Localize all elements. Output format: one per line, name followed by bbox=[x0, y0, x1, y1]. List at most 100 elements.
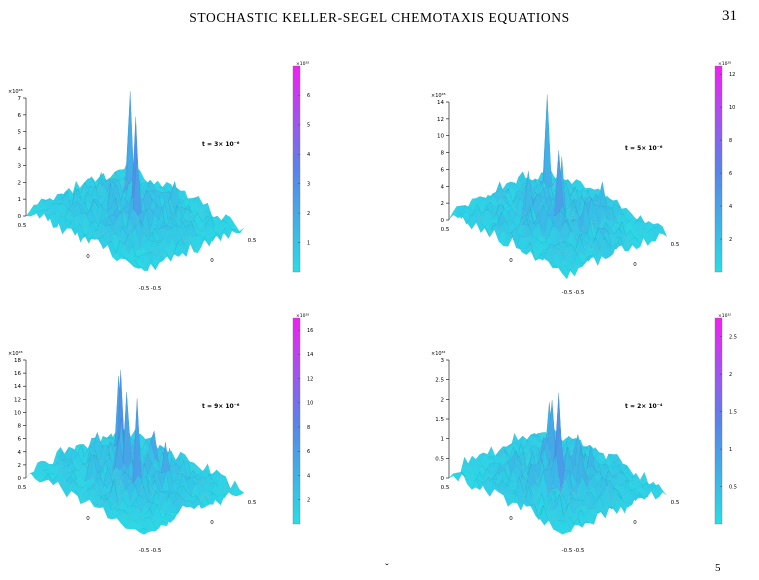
x-tick-label: 0 bbox=[86, 254, 90, 260]
z-tick-label: 2 bbox=[441, 397, 445, 403]
z-axis: 0 1 2 3 4 5 6 7×10²⁸ bbox=[8, 89, 27, 220]
time-annotation: t = 3× 10⁻⁶ bbox=[202, 141, 240, 148]
x-tick-label: -0.5 bbox=[562, 290, 573, 296]
colorbar-multiplier: ×10²⁸ bbox=[718, 61, 731, 67]
colorbar-tick-label: 2 bbox=[307, 211, 310, 217]
z-tick-label: 14 bbox=[437, 100, 444, 106]
x-tick-label: -0.5 bbox=[139, 286, 150, 292]
surface-facet bbox=[570, 523, 579, 531]
surface-facet bbox=[200, 235, 210, 247]
colorbar-tick-label: 0.5 bbox=[729, 484, 737, 490]
surface-facet bbox=[154, 520, 164, 528]
colorbar-tick-label: 1.5 bbox=[729, 409, 737, 415]
base-axes: 0.5 0 -0.5 -0.5 0 0.5 bbox=[18, 223, 257, 292]
colorbar-tick-label: 10 bbox=[729, 105, 735, 111]
colorbar-tick-label: 8 bbox=[307, 425, 310, 431]
y-tick-label: 0.5 bbox=[248, 238, 257, 244]
z-tick-label: 1 bbox=[441, 437, 445, 443]
z-tick-label: 8 bbox=[18, 424, 22, 430]
surface-facet bbox=[658, 226, 668, 237]
footer-fragment-left: ˇ bbox=[385, 562, 389, 574]
base-axes: 0.5 0 -0.5 -0.5 0 0.5 bbox=[18, 485, 257, 554]
z-tick-label: 6 bbox=[18, 113, 22, 119]
surface-facet bbox=[235, 486, 245, 496]
colorbar-multiplier: ×10²⁸ bbox=[296, 313, 309, 319]
surface-facet bbox=[562, 530, 572, 535]
y-tick-label: -0.5 bbox=[151, 286, 162, 292]
surface-mesh bbox=[25, 369, 245, 535]
colorbar-tick-label: 2.5 bbox=[729, 335, 737, 341]
x-tick-label: 0.5 bbox=[18, 223, 27, 229]
surface-mesh bbox=[448, 392, 668, 535]
surface-facet bbox=[577, 261, 587, 267]
z-tick-label: 0 bbox=[441, 476, 445, 482]
running-title: STOCHASTIC KELLER-SEGEL CHEMOTAXIS EQUAT… bbox=[189, 10, 570, 25]
z-tick-label: 0.5 bbox=[435, 456, 444, 462]
page-footer: ˇ 5 bbox=[0, 562, 759, 580]
surface-facet bbox=[600, 507, 610, 519]
surface-facet bbox=[588, 254, 598, 266]
y-tick-label: 0 bbox=[210, 520, 214, 526]
z-multiplier: ×10²⁸ bbox=[8, 351, 23, 357]
colorbar-gradient bbox=[714, 65, 723, 273]
colorbar-tick-label: 4 bbox=[307, 473, 310, 479]
x-tick-label: -0.5 bbox=[562, 548, 573, 554]
colorbar-gradient bbox=[292, 317, 301, 525]
x-tick-label: 0 bbox=[509, 516, 513, 522]
surface-facet bbox=[231, 486, 241, 497]
colorbar-tick-label: 1 bbox=[307, 240, 310, 246]
surface-facet bbox=[577, 518, 587, 528]
z-tick-label: 0 bbox=[441, 218, 445, 224]
surface-plot-4: 0 0.5 1 1.5 2 2.5 3 ×10³² 0.5 0 -0.5 -0.5 0 0.5 t = 2×… bbox=[425, 350, 755, 575]
colorbar-4: ×10³² 0.5 1 1.5 2 2.5 bbox=[712, 312, 742, 537]
z-tick-label: 3 bbox=[18, 163, 22, 169]
colorbar-multiplier: ×10²⁸ bbox=[296, 61, 309, 67]
surface-facet bbox=[158, 520, 168, 526]
colorbar-tick-label: 6 bbox=[729, 171, 732, 177]
colorbar-1: ×10²⁸ 1 2 3 4 5 6 bbox=[290, 60, 320, 285]
surface-facet bbox=[573, 517, 583, 529]
x-tick-label: 0.5 bbox=[18, 485, 27, 491]
colorbar-tick-label: 5 bbox=[307, 123, 310, 129]
y-tick-label: 0 bbox=[633, 520, 637, 526]
surface-facet bbox=[562, 269, 572, 280]
colorbar-tick-label: 16 bbox=[307, 328, 313, 334]
z-tick-label: 2 bbox=[18, 180, 22, 186]
surface-facet bbox=[643, 233, 652, 246]
colorbar-tick-label: 1 bbox=[729, 447, 732, 453]
y-tick-label: 0 bbox=[210, 258, 214, 264]
surface-facet bbox=[616, 236, 625, 251]
colorbar-4-svg: ×10³² 0.5 1 1.5 2 2.5 bbox=[714, 313, 737, 525]
surface-facet bbox=[139, 527, 149, 535]
z-tick-label: 2 bbox=[18, 463, 22, 469]
surface-plot-2: 0 2 4 6 8 10 12 14 ×10²⁸ 0.5 0 -0.5 -0.5 0 0.5 t = 5× 1… bbox=[425, 92, 755, 317]
z-axis: 0 2 4 6 8 10 12 14×10²⁸ bbox=[431, 93, 450, 224]
surface-facet bbox=[185, 503, 195, 510]
surface-facet bbox=[154, 254, 164, 263]
surface-facet bbox=[650, 485, 660, 500]
z-tick-label: 14 bbox=[14, 384, 21, 390]
z-tick-label: 18 bbox=[14, 358, 21, 364]
surface-facet bbox=[581, 257, 591, 264]
z-tick-label: 2.5 bbox=[435, 378, 444, 384]
colorbar-gradient bbox=[714, 317, 723, 525]
z-tick-label: 8 bbox=[441, 151, 445, 157]
y-tick-label: 0 bbox=[633, 262, 637, 268]
surface-mesh bbox=[25, 91, 245, 272]
colorbar-multiplier: ×10³² bbox=[718, 313, 731, 319]
surface-facet bbox=[227, 228, 237, 236]
time-annotation: t = 5× 10⁻⁶ bbox=[625, 145, 663, 152]
z-tick-label: 7 bbox=[18, 96, 22, 102]
y-tick-label: 0.5 bbox=[248, 500, 257, 506]
surface-facet bbox=[189, 240, 198, 254]
surface-facet bbox=[147, 518, 156, 532]
y-tick-label: -0.5 bbox=[574, 290, 585, 296]
z-tick-label: 4 bbox=[18, 450, 22, 456]
surface-facet bbox=[181, 239, 191, 258]
y-tick-label: -0.5 bbox=[574, 548, 585, 554]
x-tick-label: 0 bbox=[509, 258, 513, 264]
y-tick-label: 0.5 bbox=[671, 242, 680, 248]
z-tick-label: 0 bbox=[18, 476, 22, 482]
time-annotation: t = 9× 10⁻⁶ bbox=[202, 403, 240, 410]
colorbar-2: ×10²⁸ 2 4 6 8 10 12 bbox=[712, 60, 742, 285]
